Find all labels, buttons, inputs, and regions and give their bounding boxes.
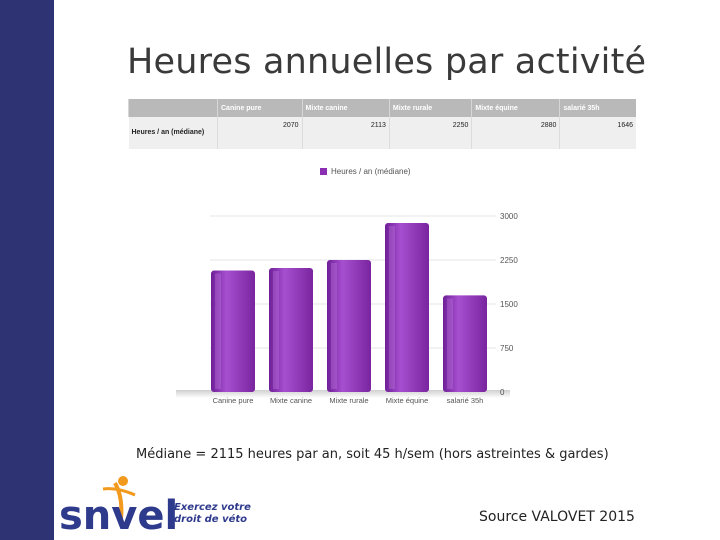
x-tick-label: Mixte canine [270,396,312,405]
legend-swatch [320,168,327,175]
logo-tagline-line2: droit de véto [174,513,248,525]
logo-mark: snvel [59,476,178,539]
table-header-cell: Mixte canine [301,99,390,117]
x-tick-label: Mixte rurale [329,396,368,405]
sidebar-band [0,0,54,540]
bar-highlight [215,273,221,389]
table-header-empty [128,99,218,117]
bar [443,295,487,392]
snvel-logo: snvel Exercez votre droit de véto [57,475,257,539]
table-header-cell: Mixte équine [471,99,560,117]
bar-highlight [389,226,395,389]
table-row-label: Heures / an (médiane) [128,117,218,149]
table-header-cell: Canine pure [217,99,303,117]
x-tick-label: Mixte équine [386,396,429,405]
bar [385,223,429,392]
table-header-row: Canine pure Mixte canine Mixte rurale Mi… [128,99,636,117]
x-tick-label: Canine pure [213,396,254,405]
svg-text:snvel: snvel [59,493,178,539]
table-cell: 2113 [301,117,390,149]
y-tick-label: 2250 [500,256,518,265]
y-tick-label: 3000 [500,212,518,221]
y-tick-label: 0 [500,388,505,397]
table-header-cell: Mixte rurale [388,99,472,117]
data-table: Canine pure Mixte canine Mixte rurale Mi… [128,99,636,149]
chart-floor [176,390,510,398]
logo-tagline: Exercez votre droit de véto [174,502,251,525]
table-cell: 2070 [217,117,303,149]
source-text: Source VALOVET 2015 [479,509,635,525]
bar [327,260,371,392]
bar-highlight [273,271,279,389]
table-header-cell: salarié 35h [559,99,636,117]
table-cell: 2880 [471,117,560,149]
y-tick-label: 750 [500,344,514,353]
logo-tagline-line1: Exercez votre [174,502,251,513]
y-tick-label: 1500 [500,300,518,309]
table-cell: 2250 [388,117,472,149]
bar-highlight [447,298,453,389]
slide-title: Heures annuelles par activité [127,42,647,82]
bar [211,270,255,392]
table-cell: 1646 [559,117,636,149]
table-row: Heures / an (médiane) 2070 2113 2250 288… [128,117,636,149]
legend-label: Heures / an (médiane) [331,167,411,176]
bar-highlight [331,263,337,389]
caption-text: Médiane = 2115 heures par an, soit 45 h/… [136,447,609,462]
bar [269,268,313,392]
x-tick-label: salarié 35h [447,396,484,405]
